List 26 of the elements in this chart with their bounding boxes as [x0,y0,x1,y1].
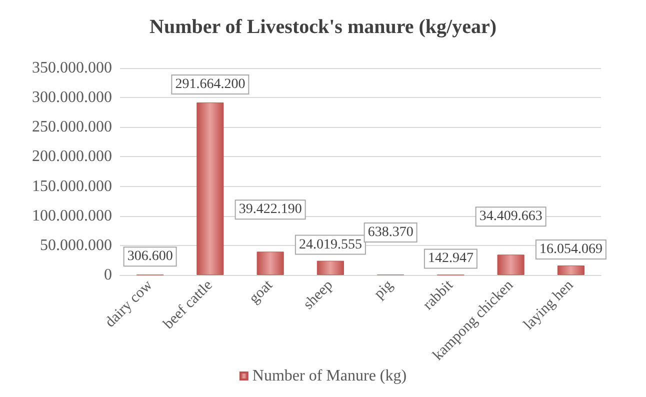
bar [256,252,284,275]
y-tick-label: 150.000.000 [32,178,112,195]
x-tick-label: beef cattle [160,277,216,332]
x-tick-label: pig [371,276,397,302]
chart-title: Number of Livestock's manure (kg/year) [149,16,497,38]
data-label: 306.600 [127,249,173,264]
x-tick-label: goat [246,276,277,307]
data-label: 291.664.200 [175,77,246,92]
data-label: 24.019.555 [298,237,362,252]
y-tick-label: 300.000.000 [32,89,112,106]
bar [497,254,524,275]
data-label: 638.370 [368,225,414,240]
data-label: 16.054.069 [539,242,602,258]
bar [557,266,584,275]
y-tick-label: 100.000.000 [32,207,112,224]
data-label: 39.422.190 [238,202,302,218]
bar [316,260,344,275]
data-label: 142.947 [428,251,474,266]
y-tick-label: 50.000.000 [40,236,112,254]
legend-label: Number of Manure (kg) [252,368,407,384]
data-label: 34.409.663 [479,209,542,224]
y-tick-label: 0 [104,266,112,284]
bar [196,102,224,275]
y-tick-label: 350.000.000 [32,60,112,76]
y-tick-label: 200.000.000 [32,148,112,166]
y-tick-label: 250.000.000 [32,118,112,136]
